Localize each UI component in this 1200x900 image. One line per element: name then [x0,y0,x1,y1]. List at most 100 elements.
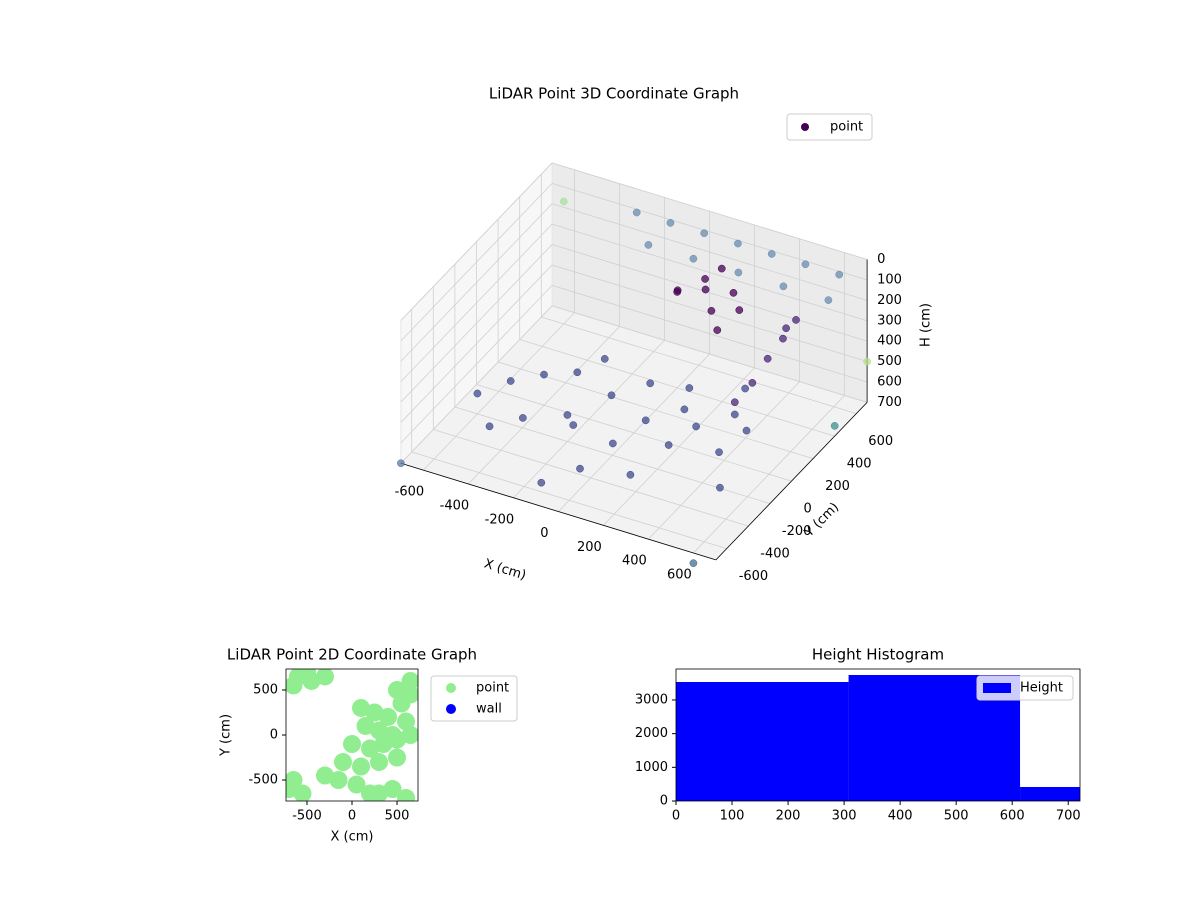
point [609,439,617,448]
point [792,316,800,324]
point [563,411,572,419]
point [286,780,298,799]
point [666,218,675,227]
point [824,296,833,304]
legend-label: wall [476,702,502,717]
point [715,448,723,457]
y-tick-label: 200 [825,479,850,494]
chart-title: LiDAR Point 3D Coordinate Graph [489,85,739,103]
point [297,669,316,681]
plot-area [676,674,1080,801]
grid-line [551,244,868,342]
x-tick-label: 500 [944,809,969,824]
point [734,268,743,277]
legend-marker [983,683,1011,693]
x-tick-label: 300 [832,809,857,824]
point [506,377,515,385]
legend-marker [446,704,456,714]
point [370,753,389,772]
point [701,275,709,283]
grid-line [400,244,553,403]
point [569,421,578,429]
point [713,326,722,334]
point [735,306,744,314]
point [632,208,641,217]
point [329,771,348,790]
y-axis-label: Y (cm) [219,714,234,757]
point [673,288,682,296]
x-tick-label: 600 [667,567,692,582]
point [692,422,700,431]
point [388,748,407,767]
point [779,282,788,291]
x-tick-label: 600 [1000,809,1025,824]
axis-line [400,462,717,561]
y-tick-label: 2000 [635,726,668,741]
bar [676,681,849,801]
point [700,229,709,238]
grid-line [551,182,868,281]
point [717,264,726,273]
z-tick-label: 500 [877,354,902,369]
z-tick-label: 200 [877,293,902,308]
point [365,703,384,722]
point [701,285,710,294]
y-tick-label: 0 [660,794,668,809]
point [473,389,482,398]
point [748,379,757,387]
y-tick-label: -400 [760,547,790,562]
point [801,260,810,269]
x-tick-label: 500 [385,809,410,824]
point [685,384,694,392]
x-tick-label: 0 [540,526,548,541]
bar [1020,786,1080,801]
grid-line [551,305,868,403]
plot-area [286,669,418,801]
point [730,410,739,419]
z-tick-label: 700 [877,395,902,410]
point [383,780,402,799]
y-tick-label: 1000 [635,760,668,775]
point [730,398,739,407]
point [519,414,527,422]
grid-line [551,284,868,383]
axis-line [715,402,868,561]
y-tick-label: 500 [253,682,278,697]
grid-line [476,384,792,482]
y-tick-label: 0 [270,728,278,743]
point [782,324,790,333]
point [741,384,750,393]
grid-line [400,183,553,342]
point [537,478,546,487]
legend-box [976,675,1074,701]
point [315,766,334,785]
y-tick-label: 0 [804,502,812,517]
point [370,721,389,740]
legend-label: point [830,120,863,135]
point [388,730,407,749]
grid-line [411,451,727,549]
point [664,441,673,449]
chart-title: LiDAR Point 2D Coordinate Graph [227,646,477,664]
axes-frame [675,668,1081,802]
point [397,712,416,731]
point [343,735,361,754]
point [734,239,742,248]
point [397,459,405,468]
point [707,307,716,315]
x-tick-label: -200 [485,512,515,527]
point [352,698,371,717]
x-tick-label: 200 [577,540,602,555]
point [767,250,776,258]
point [485,422,494,431]
point [689,254,698,263]
grid-line [400,162,553,321]
grid-line [551,203,868,301]
point [293,784,312,801]
legend-box [786,113,873,141]
z-tick-label: 0 [877,252,885,267]
grid-line [541,316,857,414]
point [374,735,393,754]
grid-line [400,223,553,382]
